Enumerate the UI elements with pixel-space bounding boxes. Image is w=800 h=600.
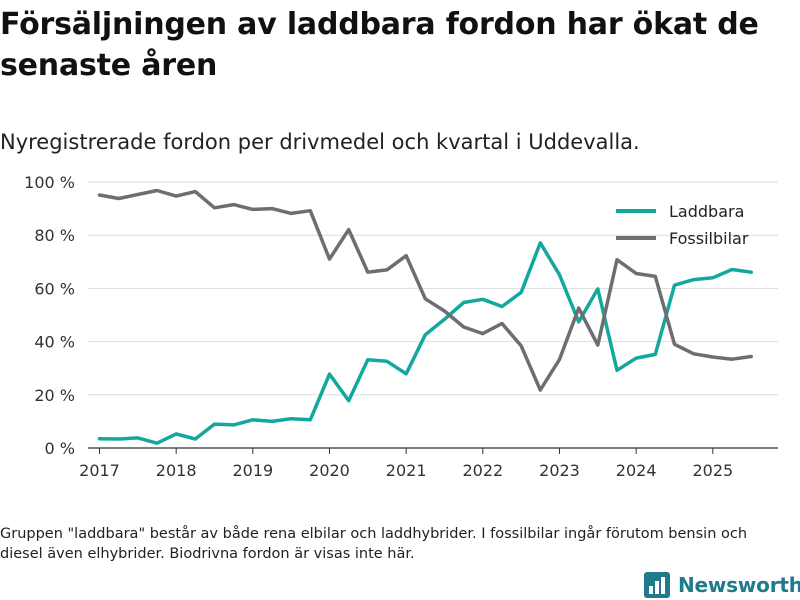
axes: 0 % 20 % 40 % 60 % 80 % 100 % 2017 2018 2019 2020… (24, 173, 733, 480)
y-tick-label: 40 % (34, 333, 75, 352)
y-tick-label: 80 % (34, 226, 75, 245)
x-tick-label: 2020 (309, 461, 350, 480)
y-tick-label: 100 % (24, 173, 75, 192)
series-lines (97, 188, 753, 445)
x-tick-label: 2022 (462, 461, 503, 480)
chart-title: Försäljningen av laddbara fordon har öka… (0, 7, 759, 83)
brand-logo: Newsworthy (644, 570, 800, 600)
x-tick-label: 2017 (79, 461, 120, 480)
chart-subtitle: Nyregistrerade fordon per drivmedel och … (0, 130, 640, 154)
series-line-fossilbilar (97, 188, 753, 392)
x-tick-label: 2019 (232, 461, 273, 480)
brand-name: Newsworthy (678, 573, 800, 597)
series-line-laddbara (97, 241, 753, 445)
legend-label: Fossilbilar (669, 229, 749, 248)
bar-chart-logo-icon (644, 572, 670, 598)
x-tick-label: 2018 (156, 461, 197, 480)
y-tick-label: 0 % (45, 439, 75, 458)
y-tick-label: 60 % (34, 279, 75, 298)
legend: Laddbara Fossilbilar (616, 202, 749, 248)
gridlines (88, 181, 778, 449)
x-tick-label: 2024 (616, 461, 657, 480)
y-tick-label: 20 % (34, 386, 75, 405)
legend-label: Laddbara (669, 202, 744, 221)
line-chart: 0 % 20 % 40 % 60 % 80 % 100 % 2017 2018 2019 2020… (24, 173, 778, 480)
x-tick-label: 2021 (386, 461, 427, 480)
x-tick-label: 2025 (692, 461, 733, 480)
x-tick-label: 2023 (539, 461, 580, 480)
footnote: Gruppen "laddbara" består av både rena e… (0, 526, 748, 562)
